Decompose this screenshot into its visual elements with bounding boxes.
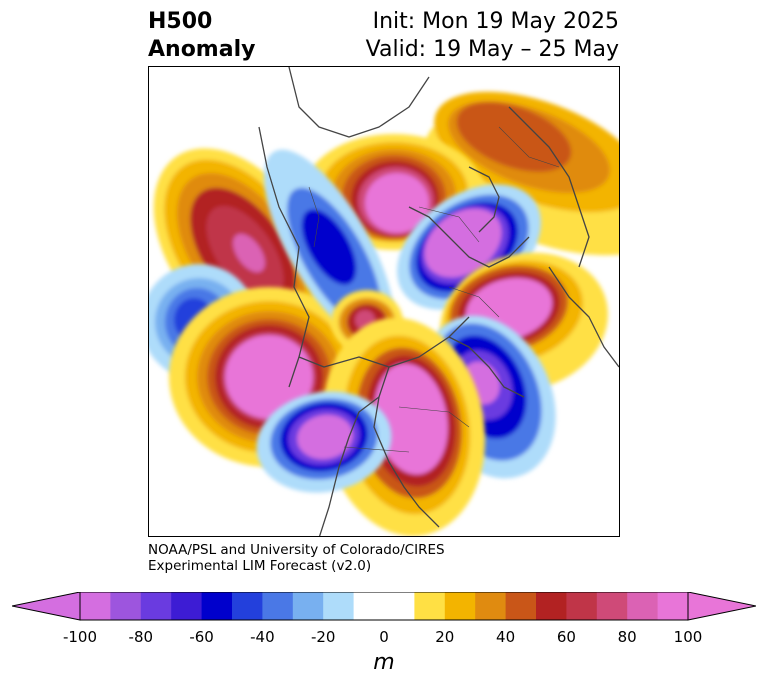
colorbar-segment — [627, 592, 659, 620]
colorbar-tick-label: -60 — [189, 628, 214, 646]
colorbar-segment — [444, 592, 476, 620]
colorbar-segment — [140, 592, 172, 620]
colorbar-segment — [536, 592, 567, 620]
colorbar-tick-label: -80 — [128, 628, 154, 646]
colorbar-segment — [201, 592, 233, 620]
colorbar-segment — [566, 592, 598, 620]
init-date: Init: Mon 19 May 2025 — [372, 9, 619, 34]
anomaly-map — [148, 66, 620, 537]
borders — [308, 126, 560, 453]
colorbar-underflow-arrow — [12, 592, 81, 621]
valid-date: Valid: 19 May – 25 May — [365, 37, 619, 62]
colorbar-segments — [80, 592, 689, 620]
colorbar-segment — [657, 592, 689, 620]
colorbar-tick-label: 80 — [617, 628, 637, 646]
colorbar-segment — [292, 592, 324, 620]
colorbar-overflow-arrow — [687, 592, 756, 621]
chart-title: H500 Anomaly — [148, 9, 256, 62]
colorbar-tick-label: 0 — [379, 628, 389, 646]
colorbar-tick-label: -20 — [310, 628, 336, 646]
forecast-dates: Init: Mon 19 May 2025 Valid: 19 May – 25… — [366, 8, 619, 64]
colorbar-segment — [596, 592, 628, 620]
colorbar — [12, 592, 756, 621]
colorbar-tick-label: -40 — [250, 628, 275, 646]
colorbar-segment — [171, 592, 203, 620]
colorbar-tick-label: 40 — [496, 628, 516, 646]
colorbar-tick-label: 20 — [435, 628, 455, 646]
colorbar-tick-label: 100 — [673, 628, 703, 646]
anomaly-north-america-high — [322, 317, 486, 536]
colorbar-outline — [79, 592, 689, 621]
colorbar-unit: m — [373, 650, 395, 675]
coastlines — [258, 67, 619, 536]
colorbar-segment — [323, 592, 355, 620]
colorbar-tick-label: 60 — [556, 628, 576, 646]
colorbar-segment — [110, 592, 142, 620]
colorbar-segment — [80, 592, 111, 620]
colorbar-segment — [505, 592, 537, 620]
colorbar-segment — [232, 592, 263, 620]
map-svg — [149, 67, 619, 536]
colorbar-segment — [414, 592, 446, 620]
colorbar-segment — [475, 592, 507, 620]
colorbar-tick-label: -100 — [62, 628, 98, 646]
colorbar-segment — [262, 592, 294, 620]
colorbar-segment — [384, 592, 415, 620]
credit-text: NOAA/PSL and University of Colorado/CIRE… — [148, 542, 445, 574]
colorbar-segment — [353, 592, 385, 620]
